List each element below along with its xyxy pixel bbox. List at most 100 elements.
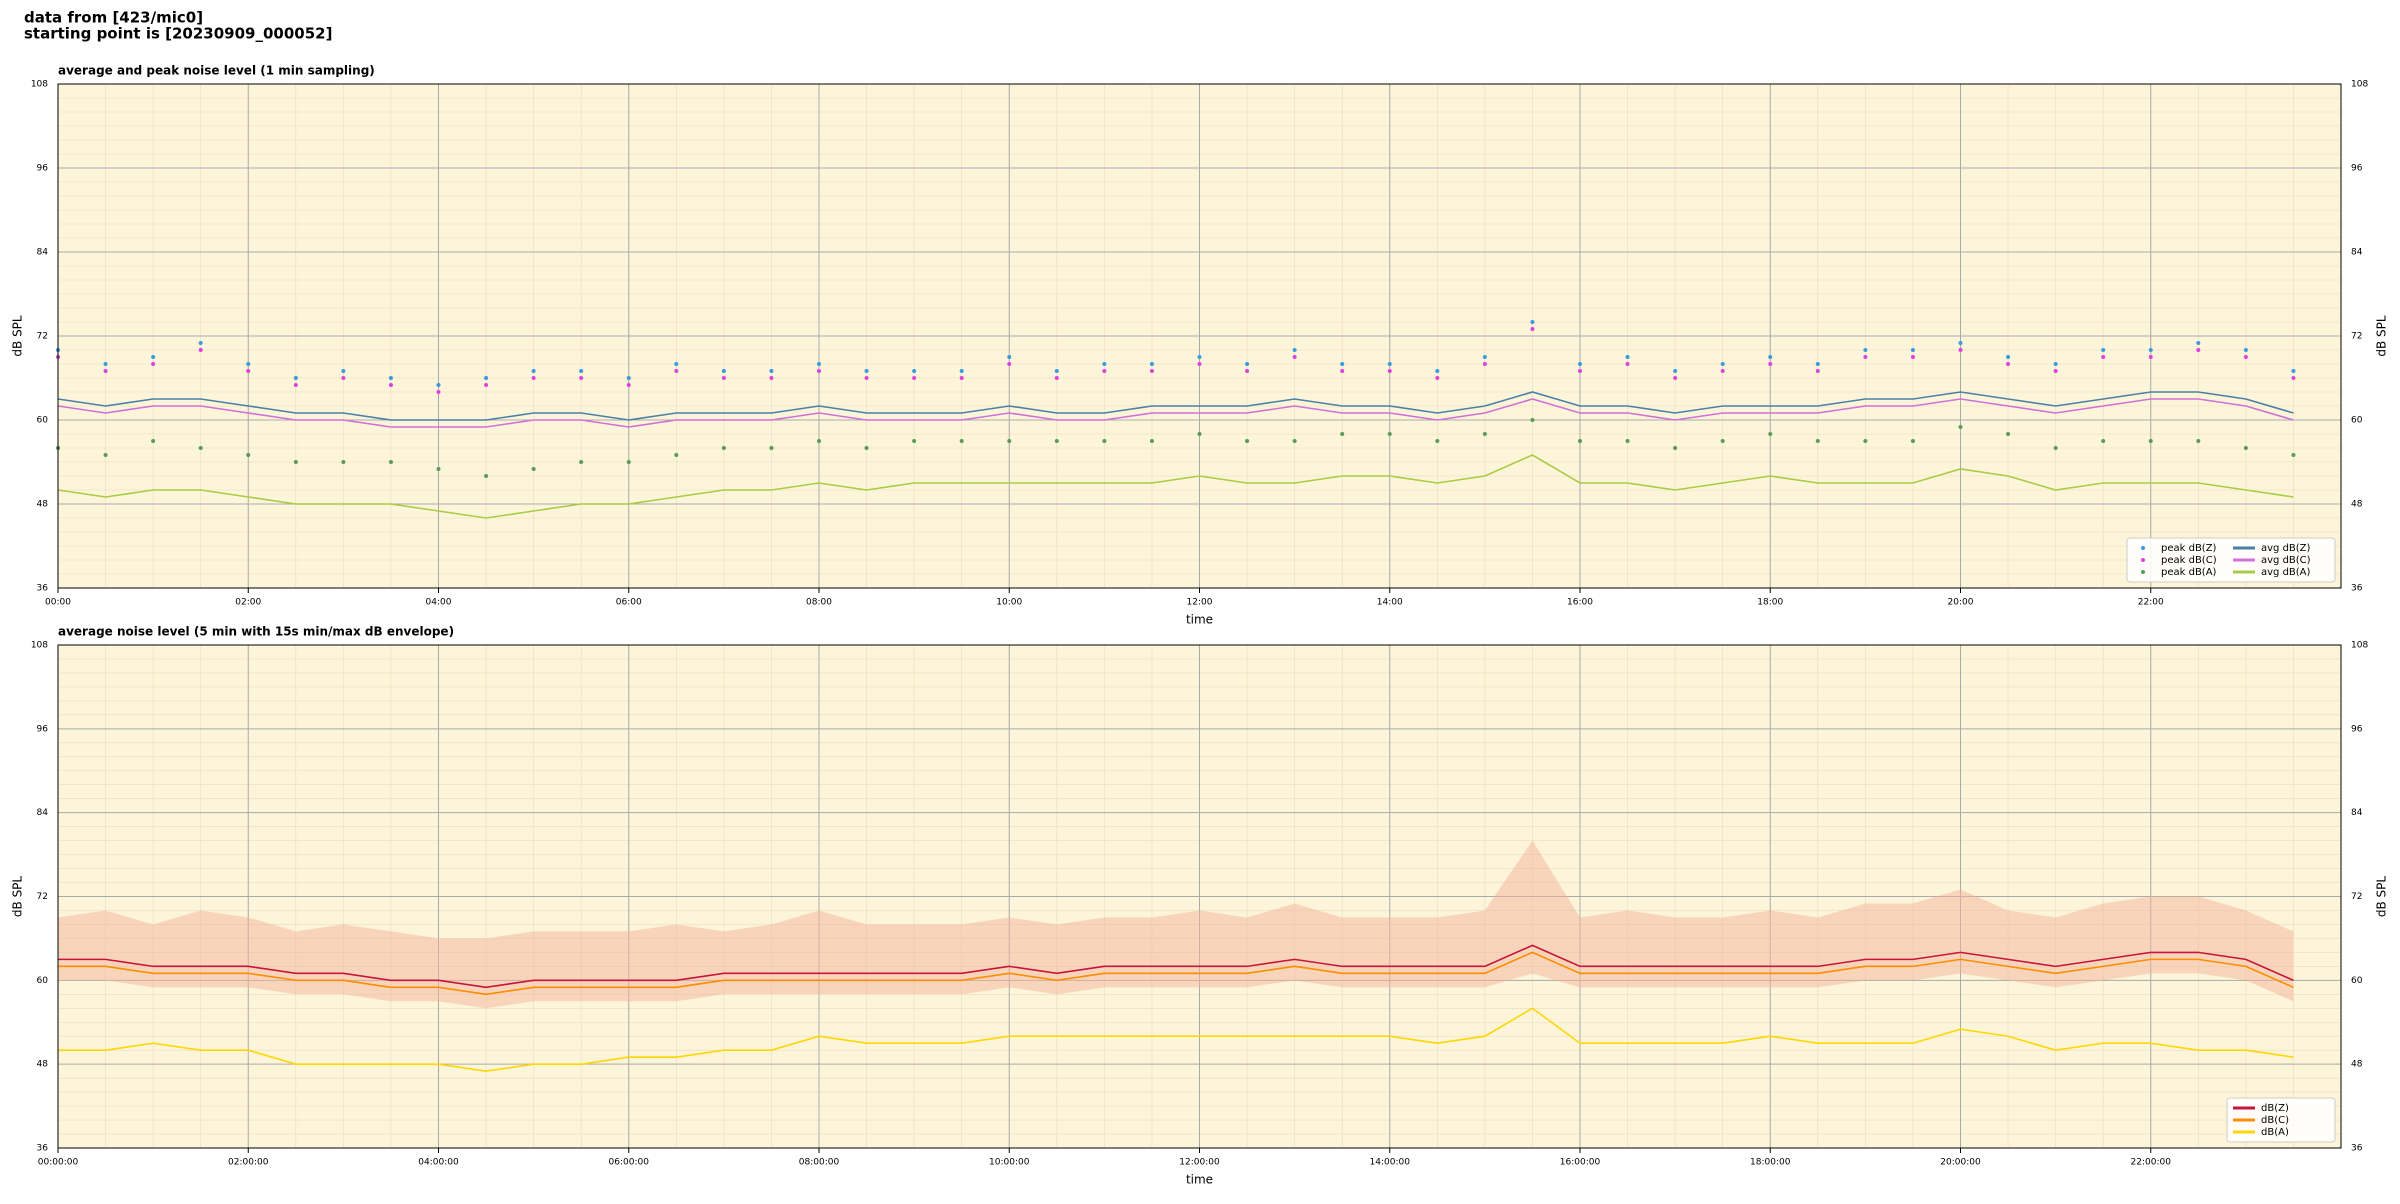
- peak-point: [1625, 362, 1630, 366]
- peak-point: [579, 369, 584, 373]
- peak-point: [246, 453, 251, 457]
- x-tick-label: 22:00:00: [2131, 1158, 2172, 1168]
- x-tick-label: 12:00:00: [1179, 1158, 1220, 1168]
- x-tick-label: 00:00: [45, 598, 71, 608]
- y-tick-label: 108: [2351, 80, 2368, 90]
- peak-point: [1245, 439, 1250, 443]
- peak-point: [103, 369, 108, 373]
- peak-point: [198, 446, 203, 450]
- peak-point: [151, 439, 156, 443]
- series-line: [58, 951, 2294, 996]
- y-tick-label: 72: [2351, 332, 2362, 342]
- peak-point: [1673, 369, 1678, 373]
- x-tick-label: 18:00: [1757, 598, 1783, 608]
- peak-point: [2243, 355, 2248, 359]
- peak-point: [531, 376, 536, 380]
- legend-label: peak dB(A): [2161, 567, 2217, 578]
- legend-box: [2126, 537, 2336, 583]
- peak-point: [1149, 362, 1154, 366]
- peak-point: [2291, 376, 2296, 380]
- peak-point: [579, 460, 584, 464]
- y-tick-label: 84: [37, 808, 49, 818]
- x-tick-label: 10:00:00: [989, 1158, 1030, 1168]
- series-line: [57, 391, 2294, 421]
- y-tick-label: 108: [2351, 641, 2368, 651]
- series-line: [58, 944, 2294, 989]
- y-tick-label: 84: [2351, 808, 2363, 818]
- peak-point: [1720, 439, 1725, 443]
- peak-point: [1245, 362, 1250, 366]
- x-tick-label: 10:00: [996, 598, 1022, 608]
- chart-title: average and peak noise level (1 min samp…: [58, 64, 375, 78]
- peak-point: [2101, 439, 2106, 443]
- peak-point: [293, 460, 298, 464]
- peak-point: [341, 460, 346, 464]
- x-tick-label: 08:00: [806, 598, 832, 608]
- peak-point: [1387, 369, 1392, 373]
- peak-point: [817, 439, 821, 443]
- y-tick-label: 72: [2351, 892, 2362, 902]
- peak-point: [1340, 362, 1345, 366]
- peak-point: [246, 369, 251, 373]
- y-tick-label: 96: [2351, 724, 2363, 734]
- y-tick-label: 60: [37, 416, 49, 426]
- peak-point: [817, 362, 821, 366]
- peak-point: [674, 362, 679, 366]
- y-tick-label: 72: [37, 332, 48, 342]
- peak-point: [1958, 425, 1963, 429]
- peak-point: [1530, 320, 1535, 324]
- peak-point: [484, 383, 489, 387]
- peak-point: [1768, 355, 1773, 359]
- peak-point: [151, 362, 156, 366]
- peak-point: [1673, 446, 1678, 450]
- peak-point: [1768, 432, 1773, 436]
- peak-point: [769, 369, 774, 373]
- peak-point: [436, 383, 441, 387]
- series-line: [57, 398, 2294, 428]
- plot-frame: [57, 83, 2342, 589]
- y-tick-label: 60: [2351, 416, 2363, 426]
- peak-point: [1720, 369, 1725, 373]
- peak-point: [2053, 446, 2058, 450]
- y-axis-label: dB SPL: [11, 315, 25, 357]
- legend-label: peak dB(C): [2161, 555, 2217, 566]
- y-tick-label: 108: [31, 80, 48, 90]
- x-tick-label: 02:00:00: [228, 1158, 269, 1168]
- chart-title: average noise level (5 min with 15s min/…: [58, 625, 454, 639]
- peak-point: [1815, 439, 1820, 443]
- peak-point: [198, 348, 203, 352]
- y-tick-label: 72: [37, 892, 48, 902]
- peak-point: [198, 341, 203, 345]
- peak-point: [1197, 432, 1202, 436]
- peak-point: [1054, 439, 1059, 443]
- x-tick-label: 22:00: [2138, 598, 2164, 608]
- peak-point: [2291, 453, 2296, 457]
- peak-point: [1197, 362, 1202, 366]
- peak-point: [959, 369, 964, 373]
- legend-marker: [2141, 546, 2145, 550]
- peak-point: [2006, 355, 2011, 359]
- legend-label: avg dB(C): [2261, 555, 2311, 566]
- peak-point: [721, 369, 726, 373]
- x-tick-label: 16:00:00: [1560, 1158, 1601, 1168]
- peak-point: [1387, 362, 1392, 366]
- peak-point: [2101, 348, 2106, 352]
- peak-point: [1482, 432, 1487, 436]
- peak-point: [1245, 369, 1250, 373]
- peak-point: [484, 474, 489, 478]
- peak-point: [1673, 376, 1678, 380]
- peak-point: [1435, 376, 1440, 380]
- peak-point: [1482, 355, 1487, 359]
- peak-point: [674, 369, 679, 373]
- peak-point: [1435, 369, 1440, 373]
- peak-point: [959, 376, 964, 380]
- peak-point: [2148, 348, 2153, 352]
- legend-label: dB(C): [2261, 1115, 2289, 1126]
- y-tick-label: 60: [37, 976, 49, 986]
- peak-point: [388, 376, 393, 380]
- peak-point: [626, 376, 631, 380]
- x-tick-label: 20:00:00: [1940, 1158, 1981, 1168]
- peak-point: [2053, 369, 2058, 373]
- peak-point: [484, 376, 489, 380]
